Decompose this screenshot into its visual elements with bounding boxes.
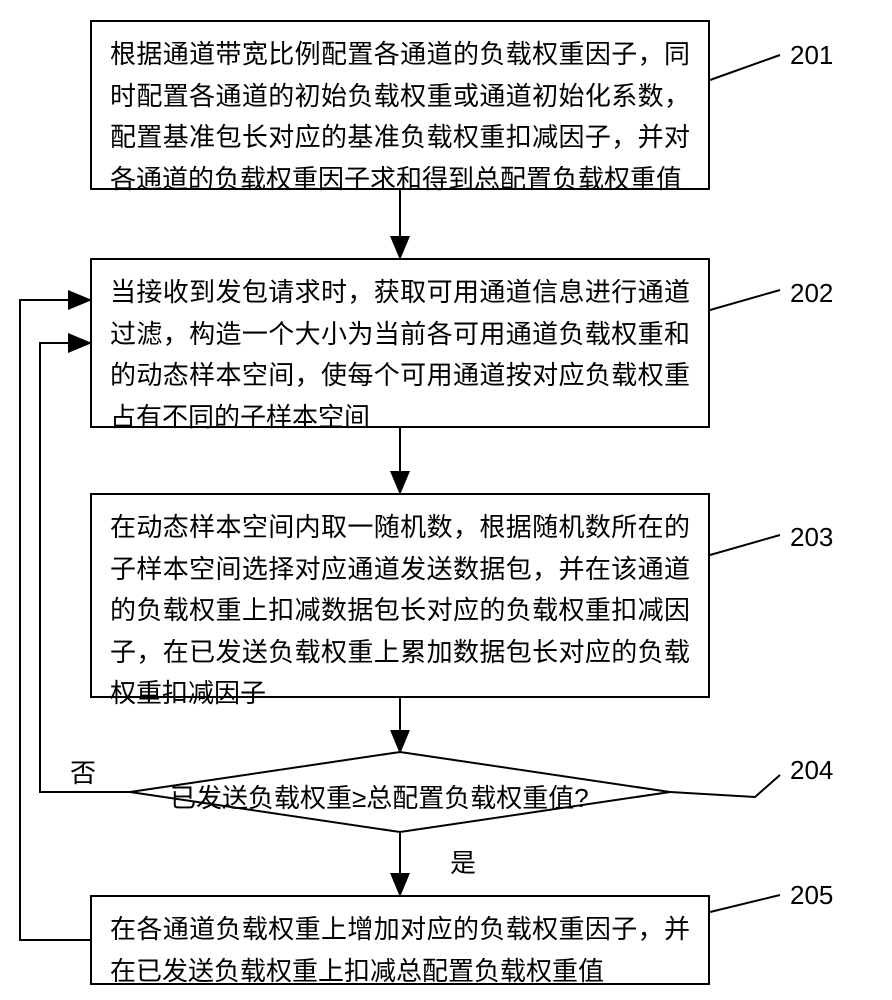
decision-yes: 是: [450, 843, 476, 880]
label-204: 204: [790, 755, 833, 786]
step-202-text: 当接收到发包请求时，获取可用通道信息进行通道过滤，构造一个大小为当前各可用通道负…: [110, 277, 690, 432]
decision-text: 已发送负载权重≥总配置负载权重值?: [170, 778, 589, 815]
leader-205: [710, 895, 780, 912]
label-202: 202: [790, 278, 833, 309]
leader-203: [710, 535, 780, 555]
leader-201: [710, 55, 780, 80]
decision-no: 否: [70, 753, 96, 790]
step-205-text: 在各通道负载权重上增加对应的负载权重因子，并在已发送负载权重上扣减总配置负载权重…: [110, 914, 690, 986]
step-203-text: 在动态样本空间内取一随机数，根据随机数所在的子样本空间选择对应通道发送数据包，并…: [110, 512, 690, 708]
flowchart-container: 根据通道带宽比例配置各通道的负载权重因子，同时配置各通道的初始负载权重或通道初始…: [0, 0, 892, 1000]
label-203: 203: [790, 522, 833, 553]
label-201: 201: [790, 40, 833, 71]
step-201: 根据通道带宽比例配置各通道的负载权重因子，同时配置各通道的初始负载权重或通道初始…: [90, 20, 710, 190]
step-201-text: 根据通道带宽比例配置各通道的负载权重因子，同时配置各通道的初始负载权重或通道初始…: [110, 39, 690, 194]
step-202: 当接收到发包请求时，获取可用通道信息进行通道过滤，构造一个大小为当前各可用通道负…: [90, 258, 710, 428]
label-205: 205: [790, 880, 833, 911]
leader-204: [670, 775, 780, 797]
leader-202: [710, 290, 780, 310]
arrow-5-loop: [20, 300, 90, 940]
step-203: 在动态样本空间内取一随机数，根据随机数所在的子样本空间选择对应通道发送数据包，并…: [90, 493, 710, 698]
step-205: 在各通道负载权重上增加对应的负载权重因子，并在已发送负载权重上扣减总配置负载权重…: [90, 895, 710, 985]
